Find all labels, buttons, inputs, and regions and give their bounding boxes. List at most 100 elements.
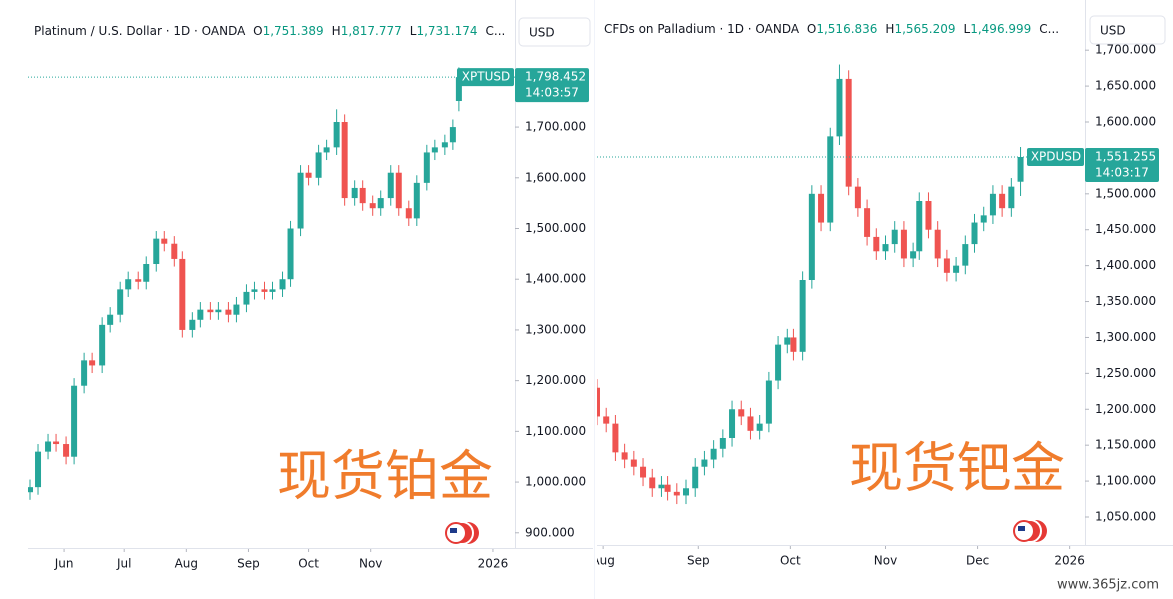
candle-body <box>45 441 52 452</box>
more: C... <box>1039 22 1059 36</box>
h-key: H <box>885 22 894 36</box>
candle-body <box>989 193 996 216</box>
candle-body <box>333 122 340 148</box>
candle-body <box>35 451 42 488</box>
candle-body <box>305 172 312 178</box>
candle-body <box>649 477 656 489</box>
candle-body <box>89 360 96 366</box>
candle-body <box>369 203 376 209</box>
h-value: 1,565.209 <box>894 22 955 36</box>
candle-body <box>640 466 647 478</box>
x-tick-label: Dec <box>966 554 989 568</box>
candle-body <box>953 265 960 273</box>
candle-body <box>161 238 168 244</box>
price-tag <box>1085 148 1159 183</box>
candle-body <box>910 251 917 259</box>
o-key: O <box>253 24 262 38</box>
candle-body <box>99 324 106 366</box>
candle-body <box>943 258 950 273</box>
o-value: 1,516.836 <box>816 22 877 36</box>
o-value: 1,751.389 <box>263 24 324 38</box>
candle-body <box>315 152 322 178</box>
l-value: 1,731.174 <box>416 24 477 38</box>
y-tick-label: 1,350.000 <box>1095 294 1156 308</box>
price-tag <box>515 68 589 103</box>
candle-body <box>980 215 987 223</box>
last-price-label: 1,798.452 <box>525 70 586 84</box>
y-tick-label: 1,250.000 <box>1095 366 1156 380</box>
candle-body <box>125 279 132 290</box>
candle-body <box>153 238 160 265</box>
currency[interactable]: USD <box>529 26 555 40</box>
x-tick-label: Jun <box>54 557 74 571</box>
y-tick-label: 1,700.000 <box>1095 43 1156 57</box>
candle-body <box>882 244 889 252</box>
candle-body <box>449 127 456 143</box>
candle-body <box>818 193 825 223</box>
currency-button[interactable] <box>1089 15 1166 45</box>
ticker: XPDUSD <box>1031 150 1081 164</box>
y-tick-label: 1,500.000 <box>525 221 586 235</box>
candle-body <box>603 416 610 424</box>
candle-body <box>934 229 941 259</box>
candle-body <box>621 452 628 460</box>
y-tick-label: 1,200.000 <box>1095 402 1156 416</box>
candle-body <box>719 437 726 449</box>
candle-body <box>747 416 754 431</box>
overlay-title: 现货钯金 <box>849 437 1065 500</box>
candle-body <box>413 182 420 219</box>
candle-body <box>597 387 600 417</box>
y-tick-label: 1,100.000 <box>525 424 586 438</box>
ticker-tag <box>1027 148 1084 167</box>
candle-body <box>197 309 204 320</box>
candle-body <box>279 279 286 290</box>
candle-body <box>63 444 70 457</box>
candle-body <box>891 229 898 245</box>
candle-body <box>341 122 348 199</box>
x-axis: Aug Sep Oct Nov Dec 2026 <box>597 546 1085 568</box>
candle-body <box>189 319 196 330</box>
candle-body <box>107 314 114 325</box>
candle-body <box>925 201 932 230</box>
logo <box>1013 519 1047 543</box>
candle-body <box>269 289 276 292</box>
h-key: H <box>332 24 341 38</box>
candle-body <box>790 337 797 352</box>
overlay-title: 现货铂金 <box>277 445 493 508</box>
ticker-tag <box>457 68 514 87</box>
candles <box>28 67 462 500</box>
candle-body <box>1008 186 1015 209</box>
candle-body <box>171 243 178 259</box>
candle-body <box>28 487 34 493</box>
y-tick-label: 1,000.000 <box>525 475 586 489</box>
candle-body <box>179 258 186 330</box>
y-tick-label: 1,650.000 <box>1095 79 1156 93</box>
currency-button[interactable] <box>518 17 591 47</box>
x-axis: Jun Jul Aug Sep Oct Nov 2026 <box>54 549 508 571</box>
more: C... <box>486 24 506 38</box>
candles <box>597 64 1024 505</box>
y-tick-label: 1,450.000 <box>1095 222 1156 236</box>
x-tick-label: Nov <box>874 554 897 568</box>
candle-body <box>673 491 680 496</box>
candle-body <box>287 228 294 280</box>
y-tick-label: 1,500.000 <box>1095 186 1156 200</box>
x-tick-label: Jul <box>116 557 131 571</box>
x-tick-label: Nov <box>359 557 382 571</box>
candle-body <box>441 142 448 148</box>
symbol: Platinum / U.S. Dollar · 1D · OANDA <box>34 24 246 38</box>
candle-body <box>864 208 871 237</box>
x-tick-label: Oct <box>780 554 801 568</box>
candle-body <box>900 229 907 259</box>
currency[interactable]: USD <box>1100 24 1126 38</box>
candle-body <box>683 488 690 496</box>
candle-body <box>775 344 782 381</box>
h-value: 1,817.777 <box>341 24 402 38</box>
logo <box>445 521 479 545</box>
candle-body <box>359 187 366 204</box>
candle-body <box>664 484 671 492</box>
o-key: O <box>807 22 816 36</box>
candle-body <box>845 78 852 187</box>
candle-body <box>836 78 843 137</box>
